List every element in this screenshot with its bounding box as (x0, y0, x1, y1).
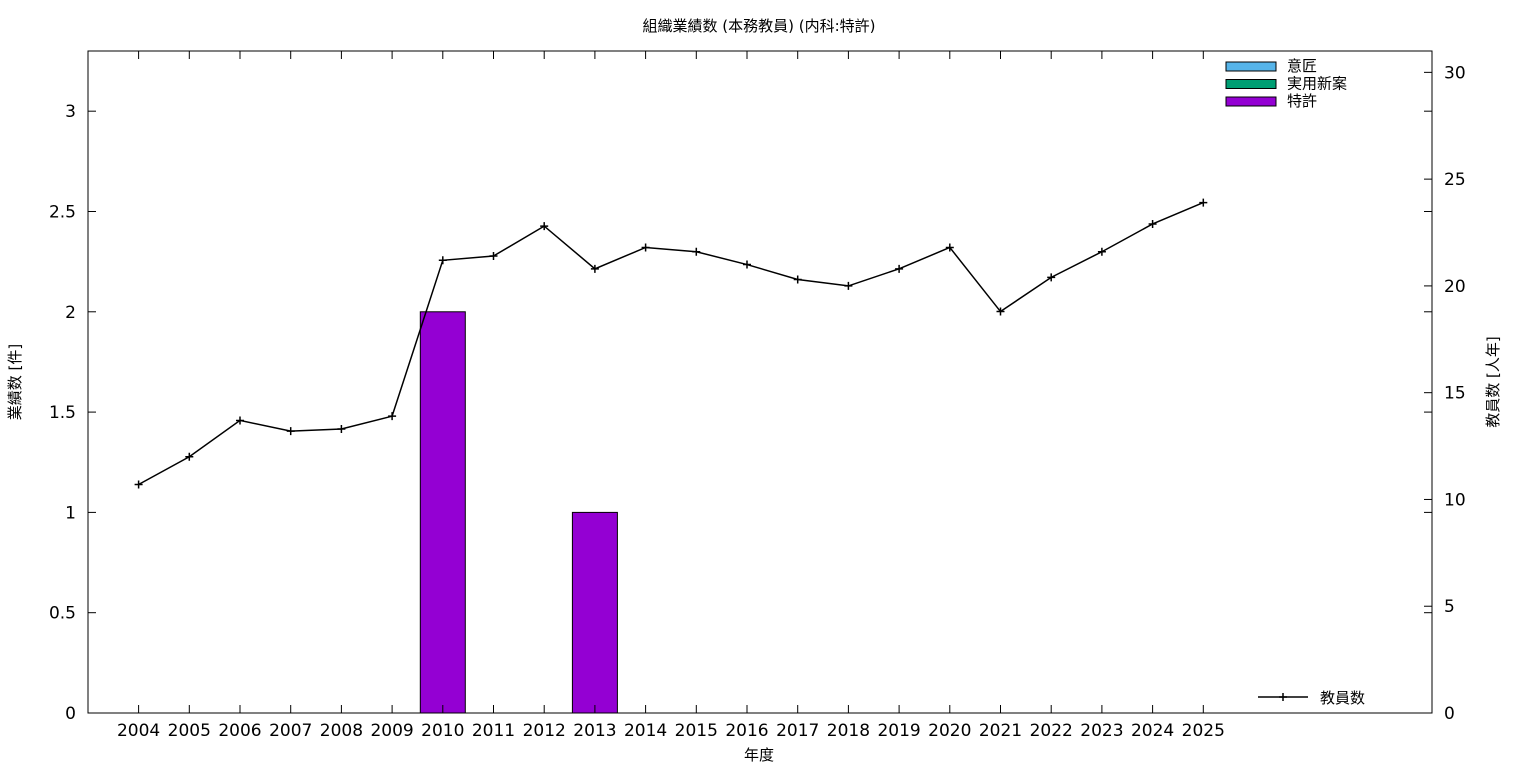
y2-tick-label: 10 (1444, 490, 1466, 510)
point-2005 (185, 452, 194, 461)
point-2015 (692, 247, 701, 256)
y2-tick-label: 20 (1444, 277, 1466, 297)
y2-tick-label: 30 (1444, 63, 1466, 83)
point-2017 (793, 275, 802, 284)
point-2011 (489, 252, 498, 261)
point-2021 (996, 307, 1005, 316)
y2-tick-label: 15 (1444, 384, 1466, 404)
y2-tick-label: 5 (1444, 597, 1455, 617)
x-tick-label: 2007 (269, 721, 312, 741)
x-tick-label: 2006 (218, 721, 261, 741)
bar-2013 (571, 511, 618, 714)
point-2019 (895, 264, 904, 273)
y2-axis-label: 教員数 [人年] (1484, 336, 1502, 427)
point-2009 (388, 412, 397, 421)
point-2007 (286, 427, 295, 436)
point-2013 (590, 264, 599, 273)
teacher-count-line (138, 201, 1204, 486)
point-2016 (743, 260, 751, 269)
point-2014 (641, 243, 650, 252)
legend-label-0: 意匠 (1287, 57, 1317, 75)
point-2004 (134, 480, 143, 489)
x-axis-label: 年度 (744, 746, 774, 764)
y-tick-label: 0.5 (49, 604, 76, 624)
bar-2010 (419, 311, 466, 714)
x-tick-label: 2012 (523, 721, 566, 741)
x-tick-label: 2010 (421, 721, 464, 741)
point-2020 (945, 243, 954, 252)
legend-line-marker (1279, 693, 1287, 701)
plot-border (87, 50, 1433, 714)
point-2006 (236, 416, 244, 425)
x-tick-label: 2021 (979, 721, 1022, 741)
point-2008 (337, 424, 346, 433)
point-2025 (1199, 198, 1208, 207)
y-tick-label: 1 (65, 503, 76, 523)
y-tick-label: 0 (65, 704, 76, 724)
y2-tick-label: 25 (1444, 170, 1466, 190)
x-tick-label: 2014 (624, 721, 667, 741)
point-2022 (1047, 273, 1056, 282)
x-tick-label: 2015 (675, 721, 718, 741)
legend-swatch-1 (1225, 79, 1277, 89)
y-axis-label: 業績数 [件] (6, 344, 24, 420)
x-tick-label: 2009 (370, 721, 413, 741)
legend-swatch-0 (1225, 61, 1277, 72)
x-tick-label: 2024 (1131, 721, 1174, 741)
x-tick-label: 2018 (827, 721, 870, 741)
x-tick-label: 2019 (877, 721, 920, 741)
x-tick-label: 2017 (776, 721, 819, 741)
x-tick-label: 2020 (928, 721, 971, 741)
y2-tick-label: 0 (1444, 704, 1455, 724)
x-tick-label: 2005 (168, 721, 211, 741)
y-tick-label: 2.5 (49, 202, 76, 222)
point-2018 (844, 281, 853, 290)
point-2024 (1148, 219, 1157, 228)
x-tick-label: 2004 (117, 721, 160, 741)
x-tick-label: 2013 (573, 721, 616, 741)
x-tick-label: 2023 (1080, 721, 1123, 741)
legend-label-1: 実用新案 (1287, 75, 1347, 93)
legend-swatch-2 (1225, 96, 1277, 107)
point-2010 (438, 256, 447, 265)
x-tick-label: 2025 (1182, 721, 1225, 741)
x-tick-label: 2008 (320, 721, 363, 741)
chart-title: 組織業績数 (本務教員) (内科:特許) (643, 17, 876, 35)
point-2023 (1097, 247, 1106, 256)
x-tick-label: 2011 (472, 721, 515, 741)
x-tick-label: 2016 (725, 721, 768, 741)
legend-label-2: 特許 (1287, 92, 1317, 110)
legend-line-label: 教員数 (1320, 689, 1365, 707)
y-tick-label: 2 (65, 303, 76, 323)
x-tick-label: 2022 (1030, 721, 1073, 741)
y-tick-label: 1.5 (49, 403, 76, 423)
point-2012 (540, 222, 549, 231)
y-tick-label: 3 (65, 102, 76, 122)
